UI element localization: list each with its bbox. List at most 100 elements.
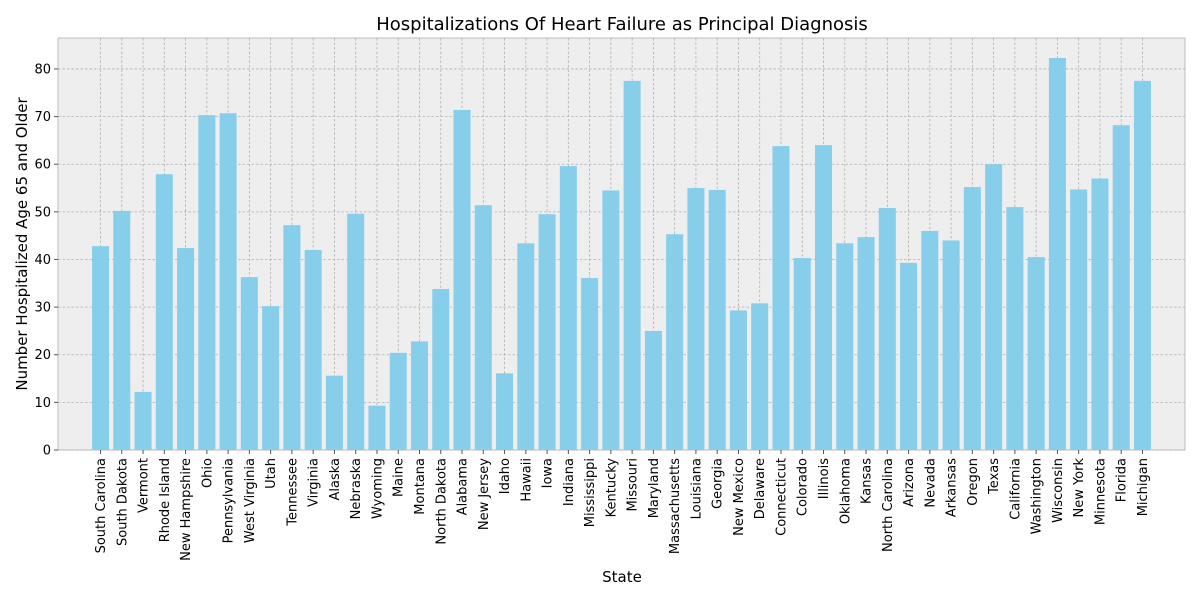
- bar: [857, 237, 875, 450]
- x-tick-label: Illinois: [817, 458, 832, 499]
- bar: [921, 230, 939, 450]
- bar: [198, 115, 216, 450]
- bar: [1048, 58, 1066, 450]
- x-tick-label: Texas: [987, 458, 1002, 495]
- bar: [985, 164, 1003, 450]
- bar: [836, 243, 854, 450]
- y-axis-label: Number Hospitalized Age 65 and Older: [13, 97, 31, 391]
- x-tick-label: Vermont: [137, 458, 152, 513]
- bar: [602, 190, 620, 450]
- bar: [325, 375, 343, 450]
- x-tick-label: Maryland: [647, 458, 662, 518]
- bar: [559, 166, 577, 450]
- x-tick-label: Missouri: [626, 458, 641, 512]
- bar: [368, 405, 386, 450]
- x-tick-label: Connecticut: [774, 458, 789, 536]
- y-axis: 0 10 20 30 40 50 60 70 80: [34, 62, 58, 459]
- x-tick-label: Colorado: [796, 458, 811, 516]
- bar: [92, 246, 110, 450]
- bar: [474, 205, 492, 450]
- bar: [432, 289, 450, 450]
- x-tick-label: New Jersey: [477, 458, 492, 530]
- y-tick-label: 20: [34, 348, 51, 363]
- bar: [538, 214, 556, 450]
- x-tick-label: South Dakota: [115, 458, 130, 546]
- x-tick-label: New York: [1072, 458, 1087, 518]
- x-tick-label: Wisconsin: [1051, 458, 1066, 523]
- x-tick-label: Virginia: [307, 458, 322, 507]
- y-tick-label: 50: [34, 205, 51, 220]
- x-tick-label: Florida: [1115, 458, 1130, 502]
- bar: [687, 188, 705, 451]
- x-tick-label: Georgia: [711, 458, 726, 509]
- x-tick-label: Nebraska: [349, 458, 364, 519]
- y-tick-label: 30: [34, 301, 51, 316]
- x-tick-label: Rhode Island: [158, 458, 173, 542]
- x-tick-label: Oregon: [966, 458, 981, 506]
- bar: [134, 391, 152, 450]
- bar: [1112, 125, 1130, 451]
- bar: [304, 249, 322, 450]
- x-tick-label: Wyoming: [370, 458, 385, 519]
- x-tick-label: Mississippi: [583, 458, 598, 527]
- bar: [389, 352, 407, 450]
- bar: [708, 189, 726, 450]
- bar: [751, 303, 769, 450]
- bar: [581, 278, 599, 450]
- bar: [113, 210, 131, 450]
- x-tick-label: Kansas: [860, 458, 875, 504]
- bar: [283, 225, 301, 450]
- x-tick-label: Alaska: [328, 458, 343, 501]
- y-tick-label: 40: [34, 253, 51, 268]
- bar: [219, 113, 237, 450]
- bar: [1133, 80, 1151, 450]
- y-tick-label: 80: [34, 62, 51, 77]
- bar: [517, 243, 535, 450]
- bar: [410, 341, 428, 450]
- bar: [496, 373, 514, 450]
- bar: [1091, 178, 1109, 450]
- bar: [262, 306, 280, 450]
- x-tick-label: Michigan: [1136, 458, 1151, 516]
- x-tick-label: Pennsylvania: [222, 458, 237, 543]
- bar: [177, 248, 195, 450]
- bar: [942, 240, 960, 450]
- chart-title: Hospitalizations Of Heart Failure as Pri…: [376, 14, 868, 35]
- bar: [729, 310, 747, 450]
- x-tick-label: Minnesota: [1093, 458, 1108, 525]
- x-tick-label: Delaware: [753, 458, 768, 519]
- bar: [347, 213, 365, 450]
- bar: [963, 187, 981, 450]
- x-tick-label: West Virginia: [243, 458, 258, 543]
- x-tick-label: Arizona: [902, 458, 917, 507]
- x-tick-label: Oklahoma: [838, 458, 853, 524]
- bar: [666, 234, 684, 450]
- x-tick-label: Tennessee: [285, 458, 300, 527]
- bar: [772, 146, 790, 450]
- bar: [793, 258, 811, 450]
- bar: [644, 330, 662, 450]
- x-tick-label: Montana: [413, 458, 428, 515]
- x-tick-label: Maine: [392, 458, 407, 497]
- x-tick-label: North Dakota: [434, 458, 449, 545]
- bar: [1027, 257, 1045, 450]
- bars: [92, 58, 1151, 451]
- x-tick-label: New Hampshire: [179, 458, 194, 561]
- x-tick-label: Massachusetts: [668, 458, 683, 554]
- bar: [900, 262, 918, 450]
- x-tick-label: Utah: [264, 458, 279, 489]
- x-tick-label: Nevada: [923, 458, 938, 508]
- x-tick-label: New Mexico: [732, 458, 747, 536]
- x-tick-label: California: [1008, 458, 1023, 520]
- x-tick-label: Arkansas: [945, 458, 960, 517]
- x-tick-label: Hawaii: [519, 458, 534, 502]
- y-tick-label: 60: [34, 158, 51, 173]
- x-tick-label: Iowa: [541, 458, 556, 488]
- bar: [878, 208, 896, 450]
- bar: [1070, 189, 1088, 451]
- bar: [623, 80, 641, 450]
- y-tick-label: 10: [34, 396, 51, 411]
- bar: [155, 174, 173, 450]
- x-axis: South Carolina South Dakota Vermont Rhode I…: [94, 450, 1151, 561]
- x-tick-label: Idaho: [498, 458, 513, 494]
